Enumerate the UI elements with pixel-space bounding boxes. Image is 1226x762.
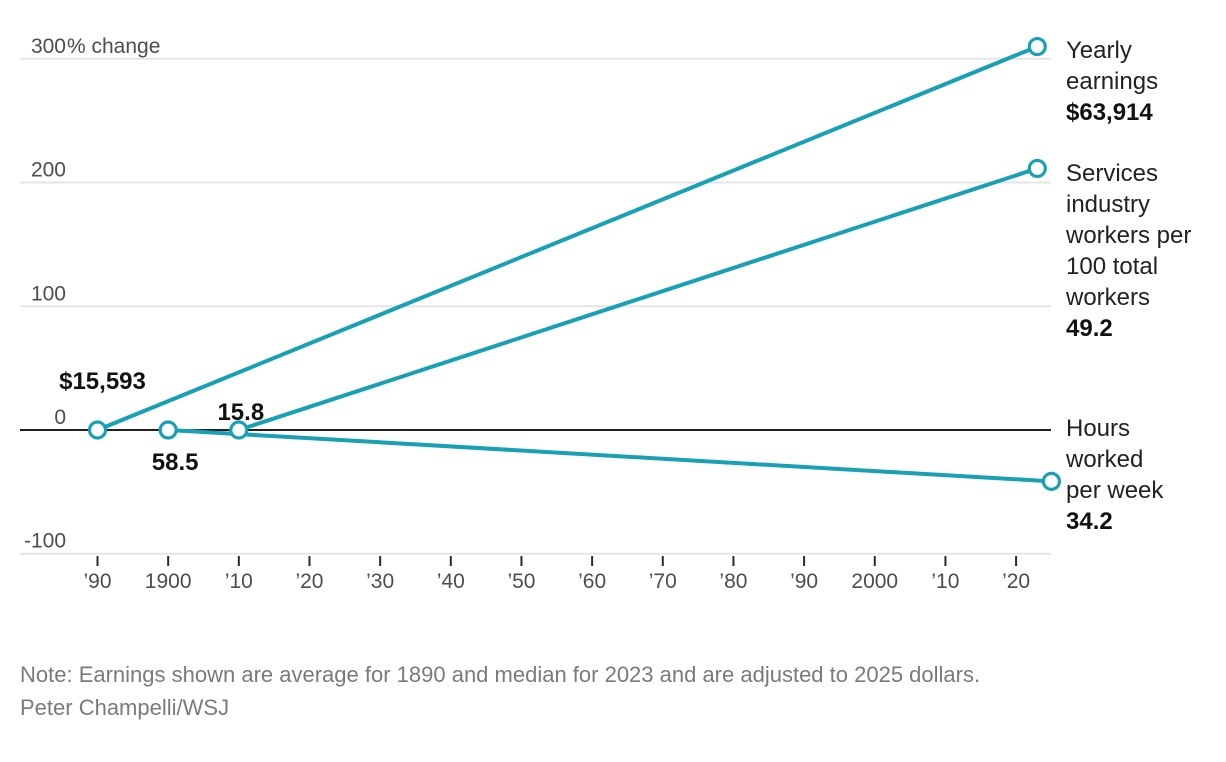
y-axis-label: 300 [31,35,66,58]
series-label-line: 100 total [1066,253,1159,280]
series-label-line: industry [1066,191,1151,218]
x-axis-label: ’20 [295,570,323,593]
series-label-line: Yearly [1066,37,1132,64]
start-value-services-industry-share: 15.8 [217,399,264,426]
x-axis-label: 1900 [145,570,192,593]
x-axis-label: ’80 [719,570,747,593]
series-end-value: 34.2 [1066,508,1113,535]
series-label-line: workers [1066,284,1151,311]
y-axis-unit-label: % change [67,35,160,58]
y-axis-label: 200 [31,159,66,182]
x-axis-label: ’40 [437,570,465,593]
slope-chart: 300% change 200 100 0 -100 ’90 1900 ’10 ’20 ’30 ’4… [20,35,1062,593]
series-label-yearly-earnings: Yearly earnings $63,914 [1066,35,1224,128]
series-line-services-industry-share [236,166,1040,432]
x-axis-label: ’90 [83,570,111,593]
series-end-value: 49.2 [1066,315,1113,342]
x-axis-label: ’50 [507,570,535,593]
point-services-industry-share-end [1027,158,1047,179]
series-label-line: Hours [1066,415,1131,442]
x-axis-label: ’70 [649,570,677,593]
series-label-hours-worked: Hours worked per week 34.2 [1066,413,1224,537]
point-yearly-earnings-end [1027,36,1047,57]
start-value-yearly-earnings: $15,593 [59,368,146,395]
series-label-line: Services [1066,160,1159,187]
point-services-industry-share-start [229,420,249,440]
x-axis-label: 2000 [851,570,898,593]
x-axis-label: ’10 [225,570,253,593]
y-axis-label: 0 [54,406,66,429]
x-axis-label: ’60 [578,570,606,593]
x-axis-label: ’30 [366,570,394,593]
series-label-line: per week [1066,477,1164,504]
start-value-hours-worked: 58.5 [152,449,199,476]
footnote: Note: Earnings shown are average for 189… [20,662,981,687]
series-label-line: worked [1066,446,1144,473]
series-label-services-industry-share: Services industry workers per 100 total … [1066,158,1224,344]
x-axis-label: ’90 [790,570,818,593]
series-line-hours-worked [166,428,1054,484]
series-end-value: $63,914 [1066,99,1153,126]
y-axis-label: 100 [31,282,66,305]
point-yearly-earnings-start [87,420,108,440]
x-axis-label: ’20 [1002,570,1030,593]
y-axis-label: -100 [24,530,66,553]
x-axis-label: ’10 [931,570,959,593]
point-hours-worked-end [1041,471,1062,491]
series-label-line: earnings [1066,68,1159,95]
author-credit: Peter Champelli/WSJ [20,695,230,720]
point-hours-worked-start [158,420,178,440]
series-line-yearly-earnings [95,44,1040,432]
series-label-line: workers per [1066,222,1192,249]
